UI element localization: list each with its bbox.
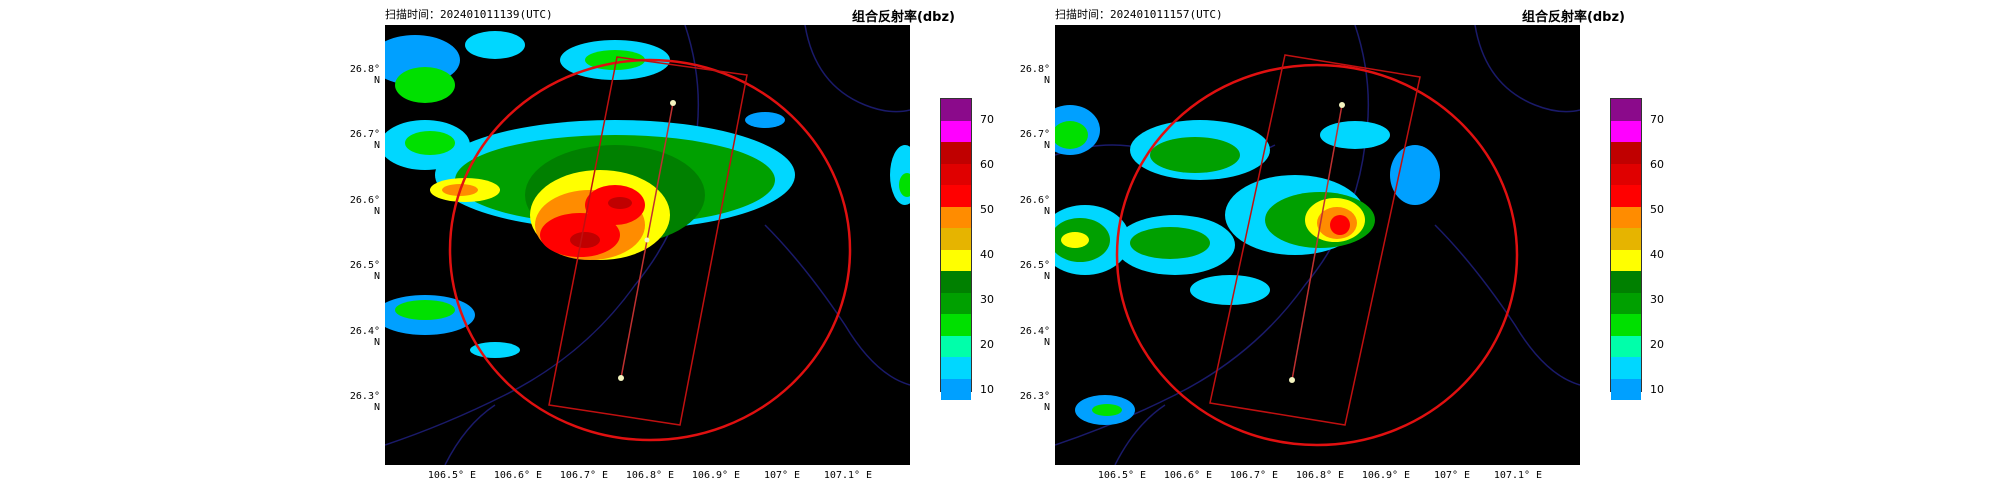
- x-tick-label: 106.5° E: [427, 470, 477, 481]
- radar-map-svg: [1055, 25, 1580, 465]
- x-tick-label: 106.8° E: [625, 470, 675, 481]
- y-tick-label: 26.5° N: [1019, 260, 1050, 282]
- scan-time-label: 扫描时间：202401011157(UTC): [1055, 8, 1223, 21]
- radar-map: [1055, 25, 1580, 465]
- x-tick-label: 106.5° E: [1097, 470, 1147, 481]
- x-tick-label: 106.8° E: [1295, 470, 1345, 481]
- y-tick-label: 26.7° N: [349, 129, 380, 151]
- colorbar-tick: 70: [1650, 113, 1664, 126]
- x-tick-label: 107° E: [1433, 470, 1471, 481]
- x-tick-label: 107.1° E: [1493, 470, 1543, 481]
- colorbar-tick: 60: [1650, 158, 1664, 171]
- colorbar-tick: 30: [1650, 293, 1664, 306]
- echo-clusters: [385, 31, 910, 358]
- track-start-point: [670, 100, 676, 106]
- x-tick-label: 107.1° E: [823, 470, 873, 481]
- range-circle: [448, 58, 852, 442]
- y-tick-label: 26.8° N: [349, 64, 380, 86]
- range-circle: [1115, 63, 1519, 447]
- track-end-point: [1289, 377, 1295, 383]
- scan-time-label: 扫描时间：202401011139(UTC): [385, 8, 553, 21]
- x-tick-label: 107° E: [763, 470, 801, 481]
- track-line: [1291, 104, 1343, 381]
- colorbar-tick: 50: [1650, 203, 1664, 216]
- colorbar-tick: 60: [980, 158, 994, 171]
- boundary-lines: [1055, 25, 1580, 465]
- colorbar: [940, 98, 972, 400]
- x-tick-label: 106.9° E: [691, 470, 741, 481]
- scan-rectangle: [548, 56, 748, 426]
- colorbar-tick: 10: [980, 383, 994, 396]
- panel-title: 组合反射率(dbz): [1521, 10, 1625, 25]
- y-tick-label: 26.7° N: [1019, 129, 1050, 151]
- y-tick-label: 26.3° N: [1019, 391, 1050, 413]
- x-tick-label: 106.9° E: [1361, 470, 1411, 481]
- x-tick-label: 106.6° E: [1163, 470, 1213, 481]
- colorbar-tick: 20: [980, 338, 994, 351]
- colorbar-tick: 40: [980, 248, 994, 261]
- track-end-point: [618, 375, 624, 381]
- y-tick-label: 26.3° N: [349, 391, 380, 413]
- scan-rectangle: [1209, 54, 1421, 426]
- colorbar-tick: 30: [980, 293, 994, 306]
- radar-panel-right: 扫描时间：202401011157(UTC) 组合反射率(dbz): [1010, 0, 1700, 486]
- track-mid-point: [644, 237, 650, 243]
- y-tick-label: 26.8° N: [1019, 64, 1050, 86]
- colorbar-tick: 40: [1650, 248, 1664, 261]
- radar-map: [385, 25, 910, 465]
- radar-map-svg: [385, 25, 910, 465]
- radar-panel-left: 扫描时间：202401011139(UTC) 组合反射率(dbz): [340, 0, 1030, 486]
- echo-clusters: [1055, 105, 1440, 425]
- y-tick-label: 26.5° N: [349, 260, 380, 282]
- x-tick-label: 106.6° E: [493, 470, 543, 481]
- y-tick-label: 26.6° N: [1019, 195, 1050, 217]
- track-start-point: [1339, 102, 1345, 108]
- colorbar-tick: 10: [1650, 383, 1664, 396]
- y-tick-label: 26.6° N: [349, 195, 380, 217]
- x-tick-label: 106.7° E: [559, 470, 609, 481]
- x-tick-label: 106.7° E: [1229, 470, 1279, 481]
- colorbar: [1610, 98, 1642, 400]
- colorbar-tick: 50: [980, 203, 994, 216]
- colorbar-tick: 20: [1650, 338, 1664, 351]
- y-tick-label: 26.4° N: [1019, 326, 1050, 348]
- y-tick-label: 26.4° N: [349, 326, 380, 348]
- colorbar-tick: 70: [980, 113, 994, 126]
- panel-title: 组合反射率(dbz): [851, 10, 955, 25]
